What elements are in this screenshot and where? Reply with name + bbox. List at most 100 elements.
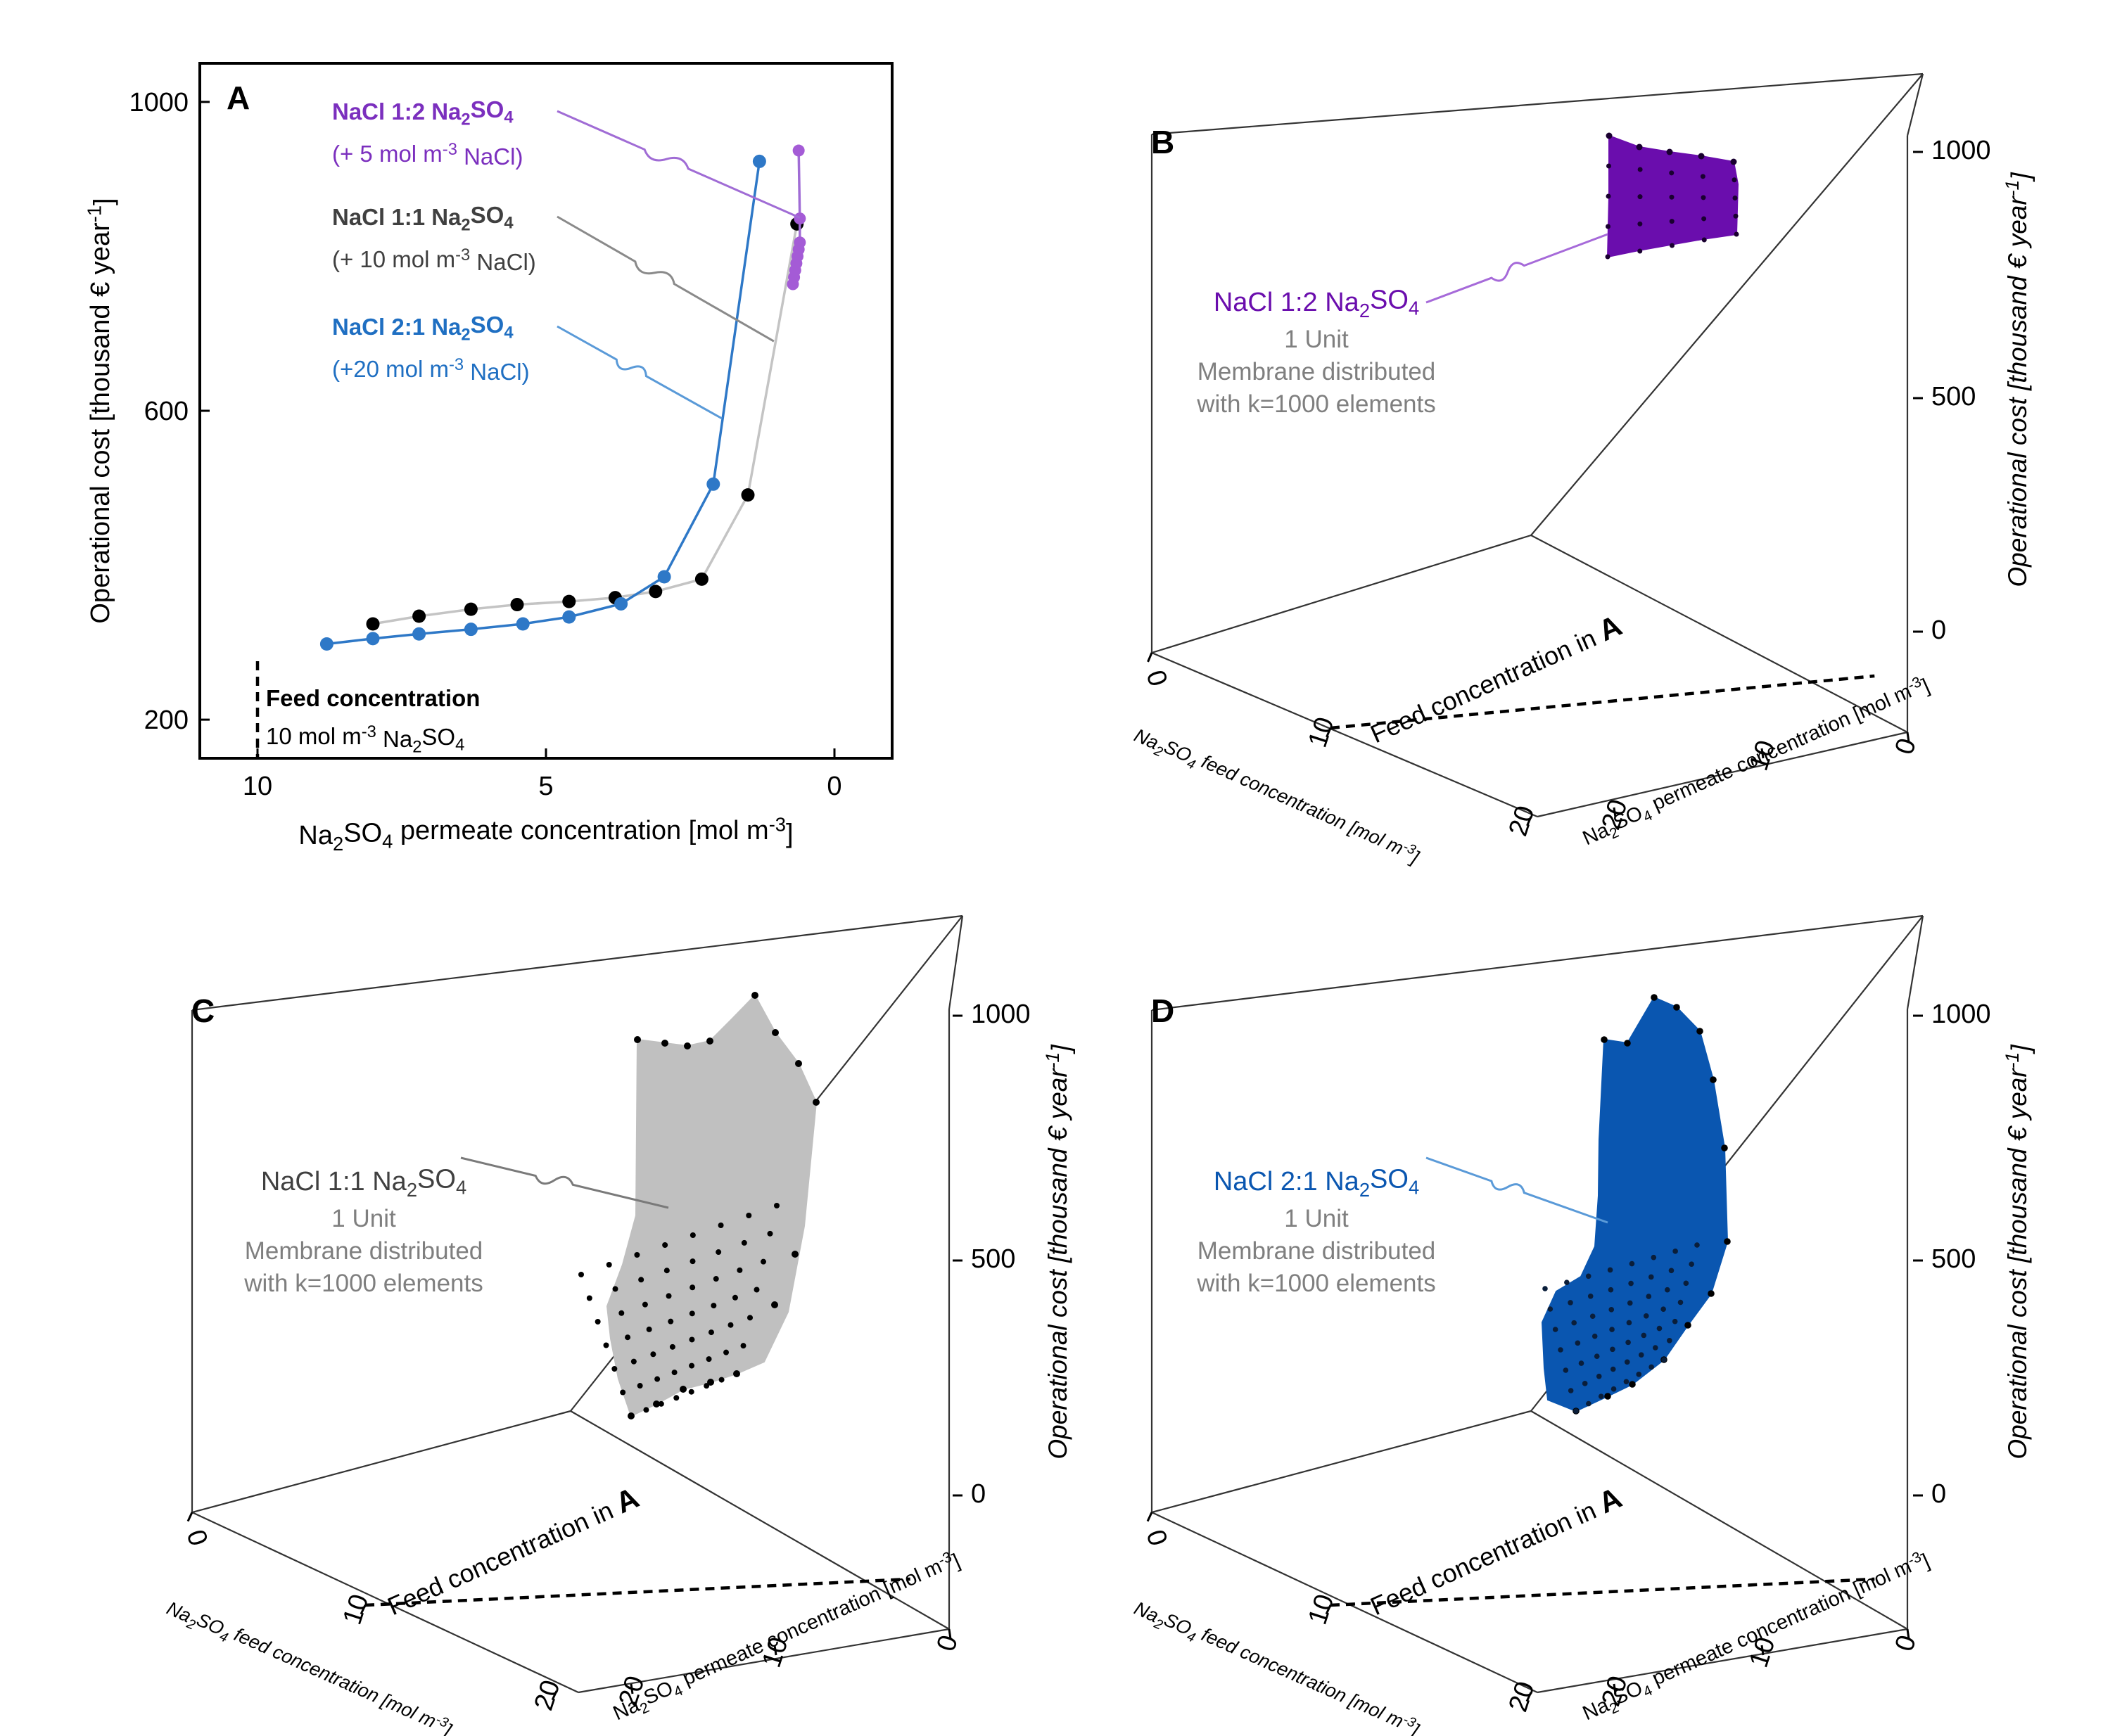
axis-frame-line	[1537, 731, 1908, 818]
surface-point	[1585, 1273, 1591, 1279]
surface-point	[1609, 1327, 1615, 1332]
surface-point	[1636, 143, 1643, 151]
surface-point	[1698, 153, 1705, 160]
surface-point	[1670, 243, 1675, 248]
surface-point	[711, 1303, 717, 1309]
surface-point	[634, 1036, 641, 1043]
surface-point	[1643, 1313, 1649, 1319]
data-point	[792, 144, 805, 157]
surface-point	[595, 1319, 601, 1325]
y-tick-label: 0	[932, 1632, 964, 1655]
axis-frame-line	[1151, 1512, 1538, 1693]
surface-point	[663, 1268, 670, 1274]
z-tick-label: 1000	[1931, 136, 1991, 165]
annotation-leader	[1425, 233, 1608, 304]
series-annotation-name: NaCl 1:2 Na2SO4	[332, 96, 514, 129]
y-tick	[1613, 1683, 1617, 1694]
surface-point	[666, 1293, 672, 1299]
y-tick-label: 0	[1890, 1632, 1922, 1655]
surface-point	[1564, 1279, 1570, 1285]
surface-point	[1604, 1393, 1611, 1400]
panel-a: 10 5 0 200 600 1000 Na2SO4 permeate concentrat…	[84, 62, 894, 855]
data-point	[366, 632, 380, 646]
axis-frame-line	[1530, 535, 1908, 733]
data-point	[464, 602, 478, 616]
surface-point	[1558, 1347, 1563, 1353]
y-tick	[1760, 1645, 1765, 1656]
surface-point	[606, 1262, 612, 1268]
surface-point	[1648, 1274, 1654, 1280]
series-line	[326, 161, 761, 646]
y-axis-label: Operational cost [thousand € year-1]	[84, 198, 119, 623]
x-tick-label: 20	[1504, 803, 1541, 840]
surface-point	[706, 1038, 713, 1045]
z-axis-label: Operational cost [thousand € year-1]	[1042, 1045, 1076, 1460]
surface-point	[1700, 174, 1705, 179]
surface-point	[1575, 1340, 1581, 1346]
axis-frame-line	[191, 1410, 571, 1514]
surface-point	[1573, 1408, 1579, 1414]
surface-point	[713, 1276, 719, 1282]
surface-point	[654, 1376, 661, 1382]
axis-frame-line	[1151, 651, 1538, 818]
series-label: NaCl 2:1 Na2SO4	[1214, 1165, 1419, 1201]
annotation-leader	[460, 1156, 669, 1209]
annotation-leader	[557, 215, 775, 343]
plot-frame	[198, 62, 894, 760]
surface-point	[774, 1203, 780, 1208]
surface-point	[690, 1284, 696, 1291]
data-point	[366, 617, 380, 631]
annotation-leader	[1425, 1156, 1608, 1224]
surface-point	[680, 1386, 687, 1393]
data-point	[412, 609, 426, 623]
surface-point	[707, 1379, 714, 1386]
surface-point	[761, 1258, 766, 1265]
surface-point	[1610, 1366, 1616, 1372]
surface-point	[1552, 1327, 1558, 1332]
surface-point	[650, 1351, 656, 1358]
surface-point	[1701, 216, 1707, 222]
data-point	[649, 585, 663, 599]
series-annotation-note: (+ 5 mol m-3 NaCl)	[332, 140, 523, 170]
surface-point	[1589, 1313, 1596, 1320]
surface-point	[1637, 248, 1643, 254]
axis-frame-line	[1151, 72, 1924, 136]
surface-point	[1624, 1040, 1631, 1047]
surface-point	[1637, 194, 1643, 200]
data-point	[752, 154, 766, 168]
surface-point	[1637, 221, 1643, 226]
axis-frame-line	[191, 914, 963, 1011]
x-tick	[1326, 727, 1332, 738]
y-tick-label: 600	[144, 397, 189, 426]
surface-point	[1710, 1076, 1717, 1083]
surface-point	[642, 1301, 648, 1308]
unit-note: 1 Unit	[1284, 1205, 1349, 1232]
surface-point	[690, 1232, 696, 1238]
x-tick-label: 0	[1140, 667, 1172, 690]
feed-concentration-line	[1330, 674, 1875, 730]
y-tick	[1613, 807, 1617, 818]
series-annotation-name: NaCl 2:1 Na2SO4	[332, 312, 514, 345]
panel-label: C	[191, 993, 215, 1029]
surface-point	[728, 1322, 734, 1328]
surface-point	[662, 1242, 668, 1248]
x-tick	[186, 1512, 193, 1522]
surface-point	[732, 1294, 738, 1301]
panel-label: A	[227, 79, 250, 116]
membrane-note: Membrane distributed	[1197, 358, 1436, 385]
surface-point	[1721, 1144, 1728, 1151]
surface-point	[620, 1389, 626, 1396]
surface-point	[1665, 1287, 1670, 1293]
surface-point	[1605, 254, 1610, 260]
y-tick	[1760, 748, 1765, 759]
surface-point	[638, 1277, 644, 1283]
surface-point	[772, 1029, 779, 1036]
data-point	[412, 627, 426, 641]
surface-point	[754, 1287, 760, 1293]
surface-point	[1568, 1300, 1573, 1306]
axis-frame-line	[1530, 1410, 1908, 1630]
x-tick-label: 10	[1303, 1591, 1340, 1628]
surface-point	[746, 1213, 752, 1218]
